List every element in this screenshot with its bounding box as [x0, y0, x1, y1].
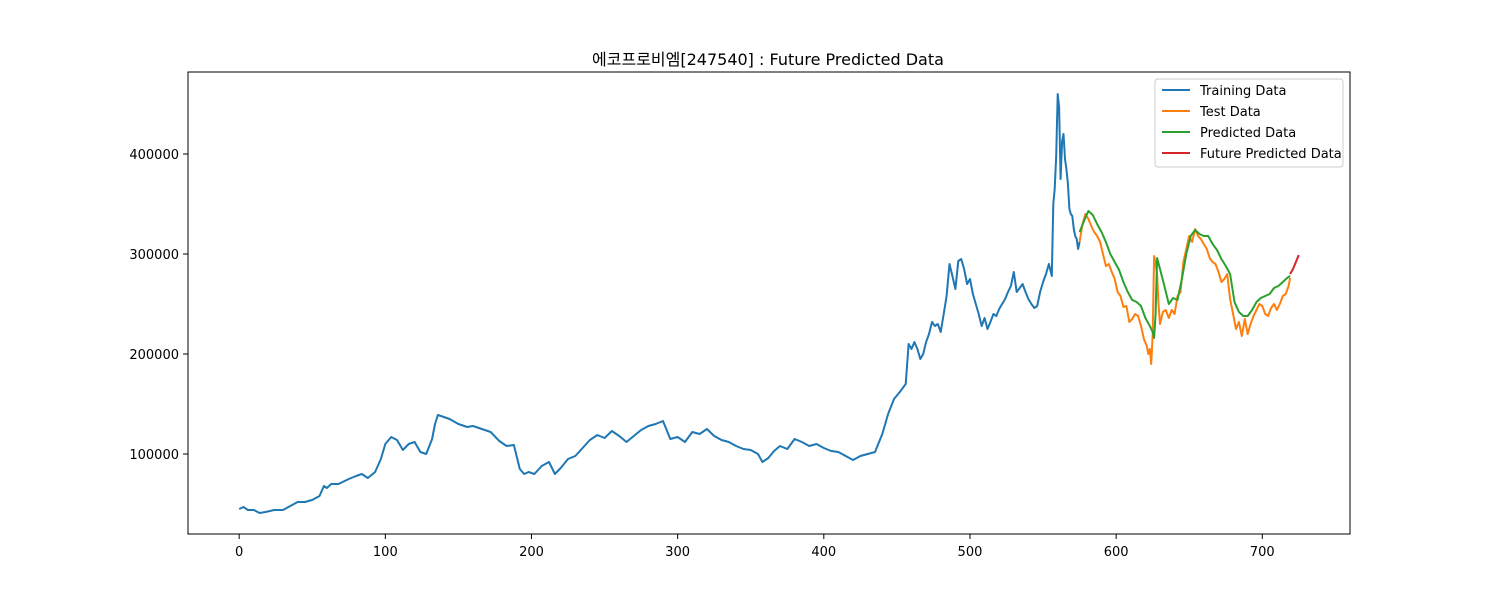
x-tick-label: 700 — [1250, 545, 1275, 560]
series-layer — [238, 93, 1300, 514]
x-tick-label: 0 — [235, 545, 243, 560]
y-tick-label: 100000 — [129, 448, 179, 463]
x-tick-label: 500 — [958, 545, 983, 560]
x-axis: 0 100 200 300 400 500 600 700 — [235, 534, 1275, 560]
series-line-future-predicted-data — [1289, 254, 1300, 275]
y-axis: 100000 200000 300000 400000 — [129, 148, 188, 463]
legend-label: Future Predicted Data — [1200, 147, 1342, 162]
y-tick-label: 400000 — [129, 148, 179, 163]
chart-title: 에코프로비엠[247540] : Future Predicted Data — [592, 50, 944, 69]
legend-label: Training Data — [1199, 84, 1286, 99]
legend: Training Data Test Data Predicted Data Futu… — [1154, 78, 1344, 168]
x-tick-label: 300 — [665, 545, 690, 560]
legend-label: Predicted Data — [1200, 126, 1296, 141]
plot-area — [187, 71, 1351, 535]
x-tick-label: 600 — [1104, 545, 1129, 560]
legend-box — [1154, 78, 1344, 168]
series-line-predicted-data — [1078, 210, 1291, 339]
y-tick-label: 300000 — [129, 248, 179, 263]
x-tick-label: 100 — [373, 545, 398, 560]
y-tick-label: 200000 — [129, 348, 179, 363]
series-line-test-data — [1078, 213, 1292, 365]
x-tick-label: 400 — [811, 545, 836, 560]
x-tick-label: 200 — [519, 545, 544, 560]
legend-label: Test Data — [1199, 105, 1261, 120]
series-line-training-data — [238, 93, 1081, 514]
